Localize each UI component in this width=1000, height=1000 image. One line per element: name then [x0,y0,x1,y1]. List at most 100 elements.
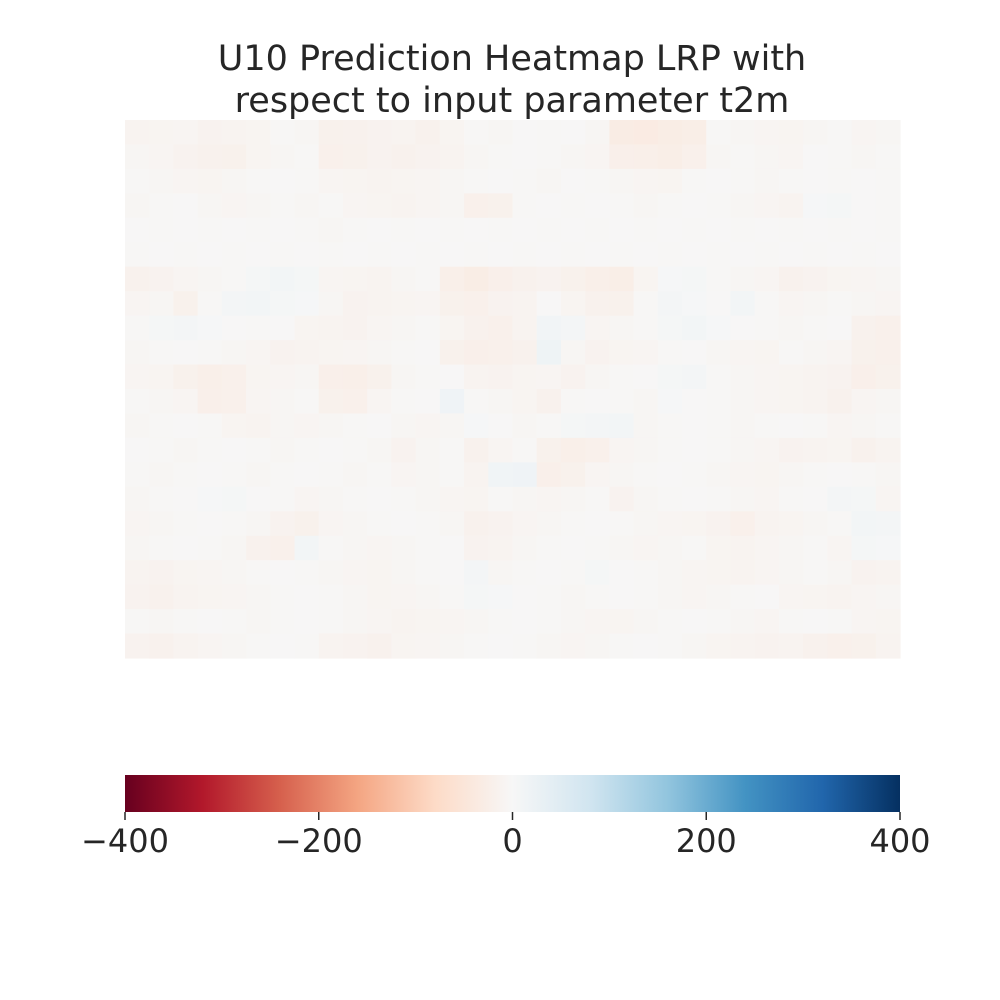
heatmap-cell [439,609,465,635]
heatmap-cell [125,486,150,512]
heatmap-cell [391,364,417,390]
heatmap-cell [439,120,465,146]
heatmap-cell [488,437,514,463]
heatmap-cell [803,535,828,561]
heatmap-cell [682,193,707,219]
heatmap-cell [488,242,514,268]
heatmap-cell [633,511,659,537]
heatmap-cell [342,217,368,243]
heatmap-cell [754,535,780,561]
heatmap-cell [488,511,514,537]
heatmap-cell [512,633,538,659]
heatmap-cell [173,535,199,561]
heatmap-cell [730,486,756,512]
heatmap-cell [778,315,804,341]
heatmap-cell [851,364,877,390]
chart-title-line-1: U10 Prediction Heatmap LRP with [218,39,807,79]
heatmap-cell [342,168,368,194]
heatmap-cell [633,266,659,292]
heatmap-cell [512,535,538,561]
heatmap-cell [270,609,296,635]
heatmap-cell [318,120,344,146]
heatmap-cell [657,340,683,366]
heatmap-cell [464,633,489,659]
heatmap-cell [754,389,780,415]
heatmap-cell [512,315,538,341]
heatmap-cell [197,535,223,561]
heatmap-cell [827,560,853,586]
heatmap-cell [173,193,199,219]
heatmap-cell [560,535,586,561]
heatmap-cell [125,242,150,268]
heatmap-cell [149,291,175,317]
heatmap-cell [342,144,368,170]
heatmap-cell [778,633,804,659]
heatmap-cell [778,389,804,415]
heatmap-cell [173,609,199,635]
heatmap-cell [609,389,635,415]
heatmap-cell [585,511,610,537]
heatmap-cell [536,535,562,561]
heatmap-cell [391,437,417,463]
heatmap-cell [560,266,586,292]
heatmap-cell [875,609,901,635]
heatmap-cell [585,437,610,463]
heatmap-cell [827,144,853,170]
heatmap-cell [682,217,707,243]
heatmap-cell [391,462,417,488]
heatmap-cell [367,535,393,561]
heatmap-cell [246,633,271,659]
heatmap-cell [730,144,756,170]
heatmap-cell [391,609,417,635]
heatmap-cell [367,144,393,170]
heatmap-cell [391,217,417,243]
heatmap-cell [585,168,610,194]
heatmap-cell [778,364,804,390]
heatmap-cell [367,291,393,317]
heatmap-cell [149,315,175,341]
heatmap-cell [125,168,150,194]
heatmap-cell [827,633,853,659]
heatmap-cell [270,560,296,586]
heatmap-cell [754,193,780,219]
heatmap-cell [464,193,489,219]
heatmap-cell [536,242,562,268]
heatmap-cell [875,462,901,488]
heatmap-cell [173,340,199,366]
heatmap-cell [246,193,271,219]
heatmap-cell [488,340,514,366]
heatmap-cell [294,633,320,659]
heatmap-cell [318,462,344,488]
heatmap-cell [512,560,538,586]
heatmap-cell [125,511,150,537]
heatmap-cell [173,633,199,659]
heatmap-cell [415,609,441,635]
heatmap-cell [803,266,828,292]
heatmap-cell [318,584,344,610]
heatmap-cell [318,609,344,635]
heatmap-cell [778,437,804,463]
heatmap-cell [754,560,780,586]
heatmap-cell [706,120,732,146]
colorbar-tick-label: 200 [676,822,737,860]
heatmap-cell [488,315,514,341]
heatmap-cell [197,144,223,170]
heatmap-cell [512,266,538,292]
heatmap-cell [197,120,223,146]
heatmap-cell [221,266,247,292]
heatmap-cell [342,193,368,219]
heatmap-cell [149,535,175,561]
heatmap-cell [706,584,732,610]
heatmap-cell [342,462,368,488]
heatmap-cell [318,340,344,366]
heatmap-cell [827,609,853,635]
heatmap-cell [294,120,320,146]
heatmap-cell [803,291,828,317]
heatmap-cell [633,486,659,512]
heatmap-cell [730,120,756,146]
heatmap-cell [246,217,271,243]
heatmap-cell [706,168,732,194]
heatmap-cell [706,340,732,366]
heatmap-cell [221,120,247,146]
heatmap-cell [730,609,756,635]
